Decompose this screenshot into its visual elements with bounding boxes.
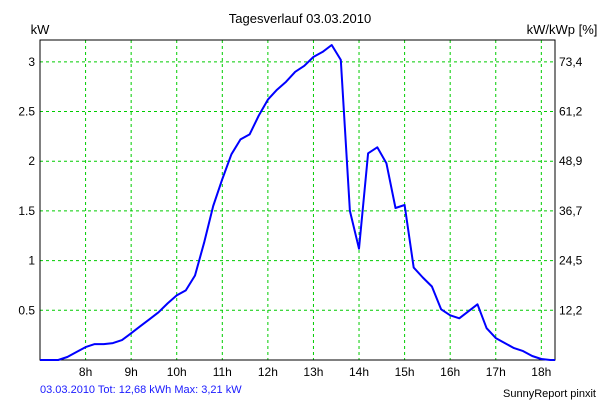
x-tick-label: 13h [303,365,323,379]
x-tick-label: 8h [79,365,92,379]
grid-layer [40,40,555,360]
chart-title: Tagesverlauf 03.03.2010 [229,11,371,26]
y2-tick-label: 36,7 [559,204,583,218]
x-tick-label: 9h [124,365,137,379]
x-tick-label: 17h [486,365,506,379]
y-tick-label: 1.5 [18,204,35,218]
x-tick-label: 10h [167,365,187,379]
series-layer [40,44,555,361]
y-tick-label: 0.5 [18,303,35,317]
y-tick-label: 2 [28,154,35,168]
left-unit-label: kW [31,22,51,37]
footer-summary: 03.03.2010 Tot: 12,68 kWh Max: 3,21 kW [40,384,242,396]
right-unit-label: kW/kWp [%] [527,22,598,37]
plot-frame [39,39,556,361]
footer-credit: SunnyReport pinxit [503,388,596,400]
x-tick-label: 15h [395,365,415,379]
x-tick-label: 14h [349,365,369,379]
tick-label-layer: 8h 9h 10h 11h 12h 13h 14h 15h 16h 17h 18h 0.5 12,2 1 2… [18,55,582,379]
y2-tick-label: 61,2 [559,105,583,119]
y2-tick-label: 48,9 [559,154,583,168]
x-tick-label: 16h [440,365,460,379]
y2-tick-label: 24,5 [559,254,583,268]
x-tick-label: 12h [258,365,278,379]
y-tick-label: 2.5 [18,105,35,119]
x-tick-label: 18h [531,365,551,379]
y2-tick-label: 12,2 [559,303,583,317]
y-tick-label: 3 [28,55,35,69]
y-tick-label: 1 [28,254,35,268]
x-tick-label: 11h [213,365,232,379]
series-line [40,44,555,361]
y2-tick-label: 73,4 [559,55,583,69]
